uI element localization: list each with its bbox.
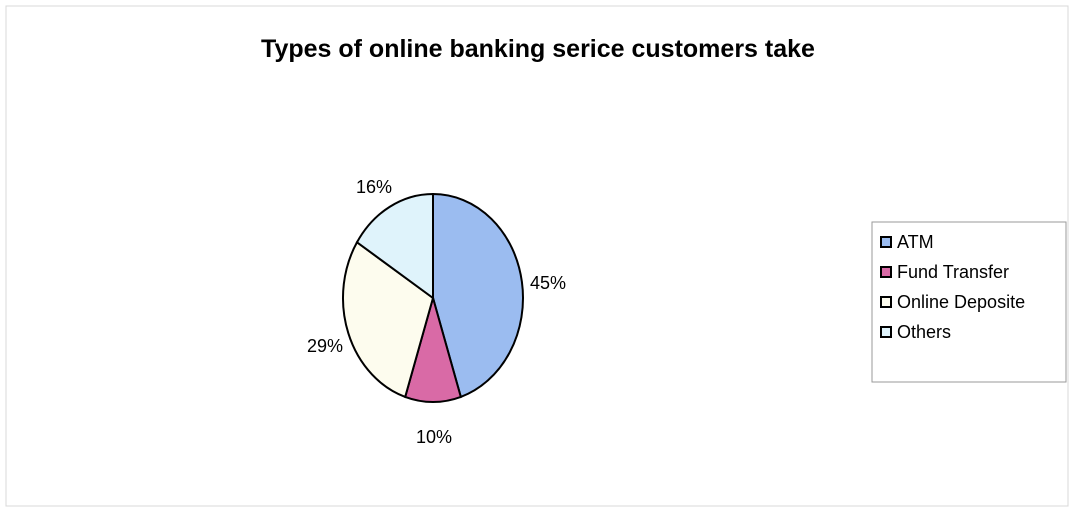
chart-title: Types of online banking serice customers… [261,35,815,63]
legend-label-atm: ATM [897,232,934,252]
legend-swatch-atm [880,236,892,248]
legend: ATM Fund Transfer Online Deposite Others [871,221,1067,383]
legend-box [871,221,1067,383]
legend-swatch-online-deposite [880,296,892,308]
legend-label-others: Others [897,322,951,342]
legend-label-online-deposite: Online Deposite [897,292,1025,312]
pie-slice-atm [432,192,524,399]
legend-label-fund-transfer: Fund Transfer [897,262,1009,282]
data-label-fund-transfer: 10% [416,427,452,447]
pie-slices [342,192,524,403]
legend-swatch-others [880,326,892,338]
data-label-others: 16% [356,177,392,197]
pie-slice-online-deposite [342,240,435,399]
pie-data-labels: 45% 10% 29% 16% [307,177,566,447]
data-label-online-deposite: 29% [307,336,343,356]
legend-swatch-fund-transfer [880,266,892,278]
data-label-atm: 45% [530,273,566,293]
pie-slice-others [355,192,434,300]
